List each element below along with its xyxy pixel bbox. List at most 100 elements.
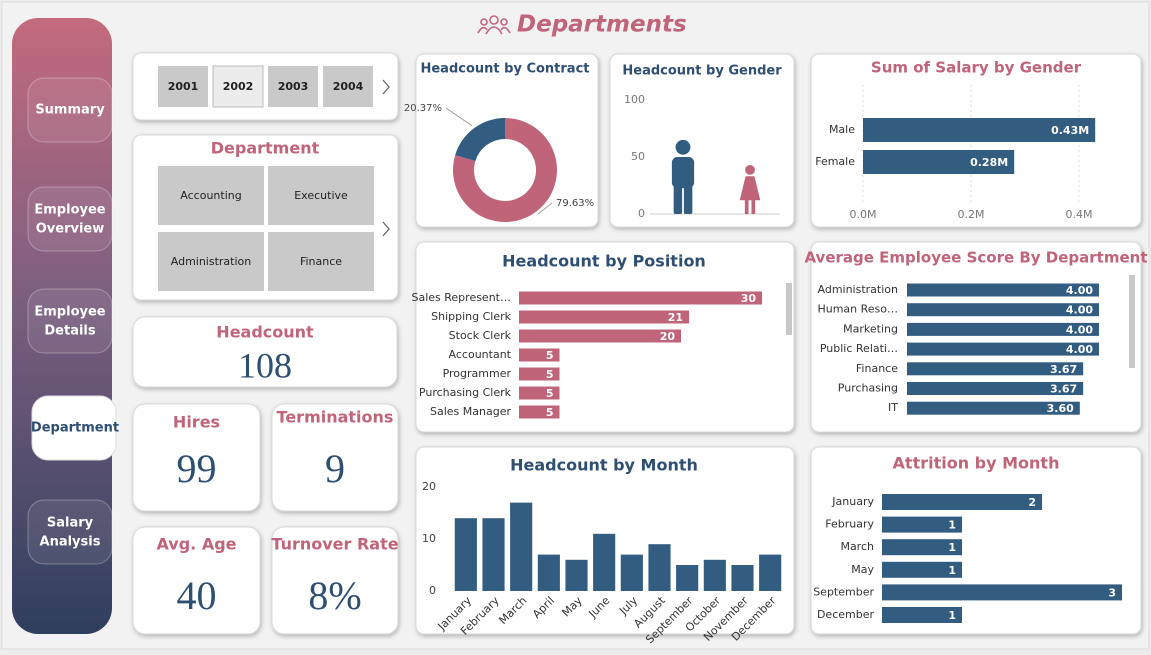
icon-body xyxy=(739,176,761,201)
category-label: February xyxy=(825,518,874,531)
category-label: Programmer xyxy=(443,367,512,380)
card-label: Hires xyxy=(173,413,220,432)
bar xyxy=(593,533,616,591)
value-label: 3.67 xyxy=(1050,383,1077,396)
icon-body xyxy=(671,156,695,189)
category-label: March xyxy=(840,540,874,553)
panel xyxy=(132,316,398,388)
card-label: Turnover Rate xyxy=(271,535,398,554)
icon-leg xyxy=(673,182,683,214)
header-icon xyxy=(477,15,511,35)
scrollbar xyxy=(786,283,792,335)
bar xyxy=(537,554,560,591)
card-value: 99 xyxy=(177,446,217,491)
year-button[interactable] xyxy=(158,66,208,107)
category-label: Sales Represent… xyxy=(411,291,511,304)
y-tick-label: 0 xyxy=(638,207,645,220)
nav-tab[interactable] xyxy=(27,77,113,143)
bar xyxy=(907,283,1099,297)
department-button[interactable] xyxy=(268,232,374,291)
bar xyxy=(907,382,1084,395)
category-label: Purchasing Clerk xyxy=(419,386,512,399)
value-label: 1 xyxy=(948,609,956,622)
chart-title: Headcount by Position xyxy=(502,252,706,271)
nav-tab[interactable] xyxy=(27,186,113,252)
year-button[interactable] xyxy=(212,65,264,108)
y-tick-label: 100 xyxy=(624,93,645,106)
nav-label: Summary xyxy=(35,103,105,118)
value-label: 4.00 xyxy=(1066,284,1093,297)
bar xyxy=(519,310,690,324)
y-tick-label: 50 xyxy=(631,150,645,163)
panel xyxy=(132,526,261,635)
y-tick-label: 20 xyxy=(422,480,436,493)
department-button[interactable] xyxy=(268,166,374,225)
chart-title: Attrition by Month xyxy=(893,454,1060,473)
bar xyxy=(510,502,533,591)
department-button[interactable] xyxy=(158,166,264,225)
value-label: 0.28M xyxy=(970,156,1008,169)
scroll-arrow[interactable] xyxy=(382,79,390,95)
slice-label: 20.37% xyxy=(404,103,442,114)
value-label: 1 xyxy=(948,541,956,554)
x-tick-label: 0.4M xyxy=(1066,208,1093,221)
card-value: 8% xyxy=(308,573,361,618)
value-label: 2 xyxy=(1028,496,1036,509)
icon-leg xyxy=(744,199,749,214)
department-label: Finance xyxy=(300,255,342,268)
bar xyxy=(907,303,1099,317)
year-button[interactable] xyxy=(268,66,318,107)
year-label: 2002 xyxy=(223,80,254,93)
chart-title: Sum of Salary by Gender xyxy=(871,59,1082,77)
panel xyxy=(271,403,399,512)
nav-tab[interactable] xyxy=(31,395,117,461)
category-label: Administration xyxy=(818,283,899,296)
category-label: IT xyxy=(888,401,898,414)
value-label: 21 xyxy=(668,311,683,324)
bar xyxy=(519,348,560,362)
year-label: 2004 xyxy=(333,80,364,93)
department-button[interactable] xyxy=(158,232,264,291)
category-label: Accountant xyxy=(449,348,512,361)
category-label: May xyxy=(851,563,874,576)
female-icon xyxy=(739,164,761,214)
y-tick-label: 10 xyxy=(422,532,436,545)
card-label: Terminations xyxy=(277,408,394,427)
icon-head xyxy=(675,139,691,155)
category-label: September xyxy=(813,585,874,598)
bar xyxy=(454,518,477,591)
value-label: 3.60 xyxy=(1047,402,1074,415)
year-button[interactable] xyxy=(323,66,373,107)
value-label: 5 xyxy=(546,387,554,400)
category-label: December xyxy=(817,608,875,621)
category-label: Male xyxy=(829,123,855,136)
bar xyxy=(907,401,1080,415)
value-label: 4.00 xyxy=(1066,343,1093,356)
value-label: 3 xyxy=(1108,586,1116,599)
value-label: 3.67 xyxy=(1050,363,1077,376)
value-label: 5 xyxy=(546,349,554,362)
leader-line xyxy=(445,107,473,127)
y-tick-label: 0 xyxy=(429,584,436,597)
scroll-arrow[interactable] xyxy=(382,221,390,237)
bar xyxy=(519,405,560,419)
nav-tab[interactable] xyxy=(27,499,113,565)
x-tick-label: 0.2M xyxy=(958,208,985,221)
bar xyxy=(882,584,1122,601)
chart-title: Headcount by Contract xyxy=(420,62,589,77)
value-label: 20 xyxy=(660,330,676,343)
department-label: Administration xyxy=(171,255,252,268)
bar xyxy=(703,559,726,591)
category-label: January xyxy=(831,495,874,508)
nav-tab[interactable] xyxy=(27,288,113,354)
bar xyxy=(565,559,588,591)
slice-label: 79.63% xyxy=(556,198,594,209)
bar xyxy=(863,150,1015,174)
category-label: Sales Manager xyxy=(430,405,511,418)
card-value: 9 xyxy=(325,446,345,491)
value-label: 30 xyxy=(741,292,757,305)
category-label: Human Reso… xyxy=(817,303,898,316)
value-label: 0.43M xyxy=(1051,124,1089,137)
bar xyxy=(759,554,782,591)
